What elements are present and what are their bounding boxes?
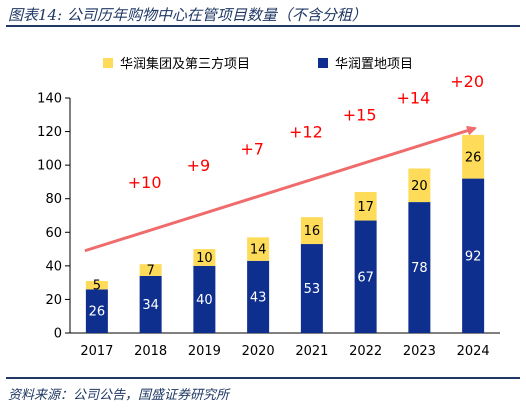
increment-label-2024: +20	[450, 72, 484, 91]
data-label-2020-series-1: 14	[250, 243, 267, 258]
legend: 华润集团及第三方项目 华润置地项目	[103, 56, 413, 72]
bar-2019-series-1	[193, 249, 216, 266]
bar-2017-series-1	[85, 280, 108, 290]
bar-2021-series-1	[300, 217, 323, 245]
data-label-2017-series-1: 5	[93, 279, 101, 294]
data-label-2024-series-0: 92	[465, 249, 482, 264]
bar-group-2018: 34 7	[139, 264, 162, 333]
bar-group-2020: 43 14	[247, 237, 270, 333]
increment-label-2019: +9	[187, 156, 211, 175]
trend-arrow-line	[84, 125, 478, 253]
y-tick-label: 100	[37, 159, 62, 174]
y-tick-label: 20	[45, 293, 62, 308]
data-label-2021-series-0: 53	[304, 282, 321, 297]
bars: 26 5 34 7 40 10 43 14 53 16 67 17 78 20 92 26	[85, 134, 485, 333]
y-tick-label: 40	[45, 259, 62, 274]
data-label-2023-series-1: 20	[411, 179, 428, 194]
bar-2018-series-1	[139, 264, 162, 276]
data-label-2024-series-1: 26	[465, 150, 482, 165]
bar-group-2023: 78 20	[408, 168, 431, 333]
data-label-2019-series-0: 40	[196, 293, 213, 308]
legend-swatch-1	[318, 58, 328, 68]
bar-2024-series-0	[462, 178, 485, 333]
trend-arrow	[84, 125, 478, 253]
figure-caption: 图表14: 公司历年购物中心在管项目数量（不含分租）	[8, 6, 367, 24]
x-tick-label-2020: 2020	[242, 344, 275, 359]
x-tick-label-2019: 2019	[188, 344, 221, 359]
data-label-2022-series-0: 67	[357, 270, 374, 285]
increment-label-2018: +10	[128, 173, 162, 192]
y-axis: 0 20 40 60 80 100 120 140	[37, 92, 71, 342]
bar-2022-series-0	[354, 220, 377, 333]
bar-2018-series-0	[139, 275, 162, 333]
caption-rule	[6, 25, 520, 27]
x-tick-label-2022: 2022	[349, 344, 382, 359]
data-label-2018-series-0: 34	[142, 298, 159, 313]
x-tick-label-2023: 2023	[403, 344, 436, 359]
y-tick-label: 140	[37, 92, 62, 107]
bar-2020-series-1	[247, 237, 270, 261]
legend-label-1: 华润置地项目	[335, 57, 413, 72]
bar-group-2022: 67 17	[354, 192, 377, 333]
y-tick-label: 0	[54, 327, 62, 342]
increment-label-2022: +15	[343, 106, 377, 125]
data-label-2019-series-1: 10	[196, 251, 213, 266]
legend-label-0: 华润集团及第三方项目	[120, 56, 250, 72]
data-label-2021-series-1: 16	[304, 224, 321, 239]
increment-label-2023: +14	[396, 89, 430, 108]
bar-2022-series-1	[354, 192, 377, 221]
data-label-2022-series-1: 17	[357, 200, 374, 215]
bar-2023-series-0	[408, 202, 431, 333]
bar-2017-series-0	[85, 289, 108, 333]
data-label-2023-series-0: 78	[411, 261, 428, 276]
y-tick-label: 120	[37, 125, 62, 140]
bar-2024-series-1	[462, 134, 485, 179]
bar-2021-series-0	[300, 244, 323, 333]
source-rule	[6, 377, 520, 379]
legend-swatch-0	[103, 58, 113, 68]
y-tick-label: 60	[45, 226, 62, 241]
bar-2020-series-0	[247, 260, 270, 333]
x-tick-label-2024: 2024	[457, 344, 490, 359]
x-tick-label-2021: 2021	[295, 344, 328, 359]
data-label-2017-series-0: 26	[89, 305, 106, 320]
bar-group-2017: 26 5	[85, 279, 108, 333]
x-axis: 2017 2018 2019 2020 2021 2022 2023 2024	[70, 332, 500, 359]
increment-label-2020: +7	[240, 139, 264, 158]
bar-2023-series-1	[408, 168, 431, 203]
bar-group-2021: 53 16	[300, 217, 323, 333]
bar-2019-series-0	[193, 265, 216, 333]
increment-label-2021: +12	[289, 122, 323, 141]
source-note: 资料来源：公司公告，国盛证券研究所	[8, 388, 230, 403]
bar-group-2019: 40 10	[193, 249, 216, 333]
data-label-2020-series-0: 43	[250, 290, 267, 305]
x-tick-label-2017: 2017	[80, 344, 113, 359]
bar-group-2024: 92 26	[462, 134, 485, 333]
increment-labels: +10 +9 +7 +12 +15 +14 +20	[128, 72, 484, 192]
x-tick-label-2018: 2018	[134, 344, 167, 359]
y-tick-label: 80	[45, 192, 62, 207]
data-label-2018-series-1: 7	[146, 264, 154, 279]
